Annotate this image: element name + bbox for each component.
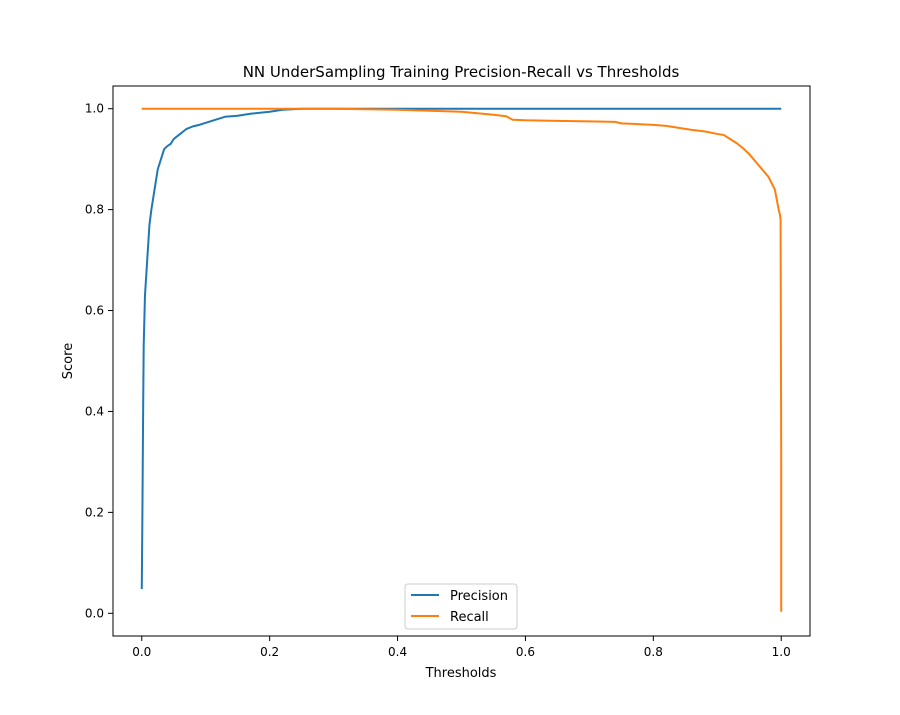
x-tick-label: 0.8: [644, 645, 663, 659]
x-tick-label: 0.0: [132, 645, 151, 659]
series-line-precision: [140, 107, 782, 590]
x-tick-label: 0.2: [260, 645, 279, 659]
chart-title: NN UnderSampling Training Precision-Reca…: [243, 63, 680, 81]
y-axis-ticks: 0.0 0.2 0.4 0.6 0.8 1.0: [85, 102, 113, 620]
x-tick-label: 1.0: [772, 645, 791, 659]
y-tick-label: 0.8: [85, 203, 104, 217]
y-tick-label: 0.0: [85, 606, 104, 620]
x-axis-label: Thresholds: [425, 666, 497, 681]
y-tick-label: 0.2: [85, 505, 104, 519]
plot-area: [113, 86, 810, 636]
y-tick-label: 0.6: [85, 304, 104, 318]
axes-layer: [112, 85, 811, 637]
legend-label-recall: Recall: [450, 610, 489, 625]
plot-background: [113, 86, 810, 636]
legend: Precision Recall: [404, 583, 518, 630]
legend-label-precision: Precision: [450, 589, 508, 604]
x-axis-ticks: 0.0 0.2 0.4 0.6 0.8 1.0: [132, 636, 791, 659]
series-line-recall: [141, 107, 783, 612]
y-tick-label: 0.4: [85, 404, 104, 418]
x-tick-label: 0.6: [516, 645, 535, 659]
plot-frame: [112, 85, 811, 637]
x-tick-label: 0.4: [388, 645, 407, 659]
series-layer: [140, 107, 783, 612]
y-tick-label: 1.0: [85, 102, 104, 116]
y-axis-label: Score: [61, 343, 76, 379]
